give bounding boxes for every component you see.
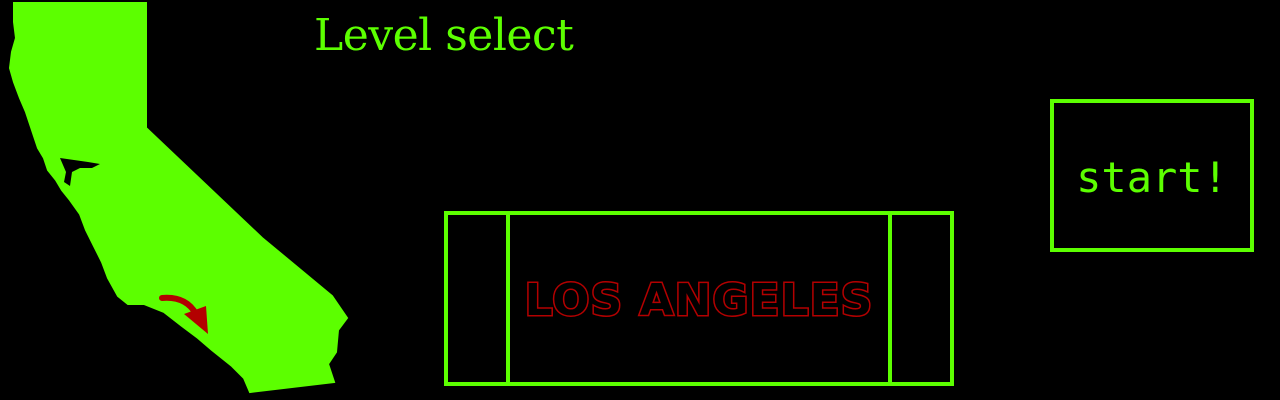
start-button[interactable]: start! [1050,99,1254,252]
next-level-button[interactable] [888,211,954,386]
california-shape [8,2,349,394]
start-button-label: start! [1076,153,1228,202]
california-map [8,2,349,394]
level-display: LOS ANGELES [506,211,892,386]
level-selector: LOS ANGELES [444,211,954,386]
location-arrowhead [184,306,208,334]
selected-city-label: LOS ANGELES [523,274,874,328]
screen-title: Level select [314,10,574,61]
bay-inlet [60,158,100,186]
previous-level-button[interactable] [444,211,510,386]
